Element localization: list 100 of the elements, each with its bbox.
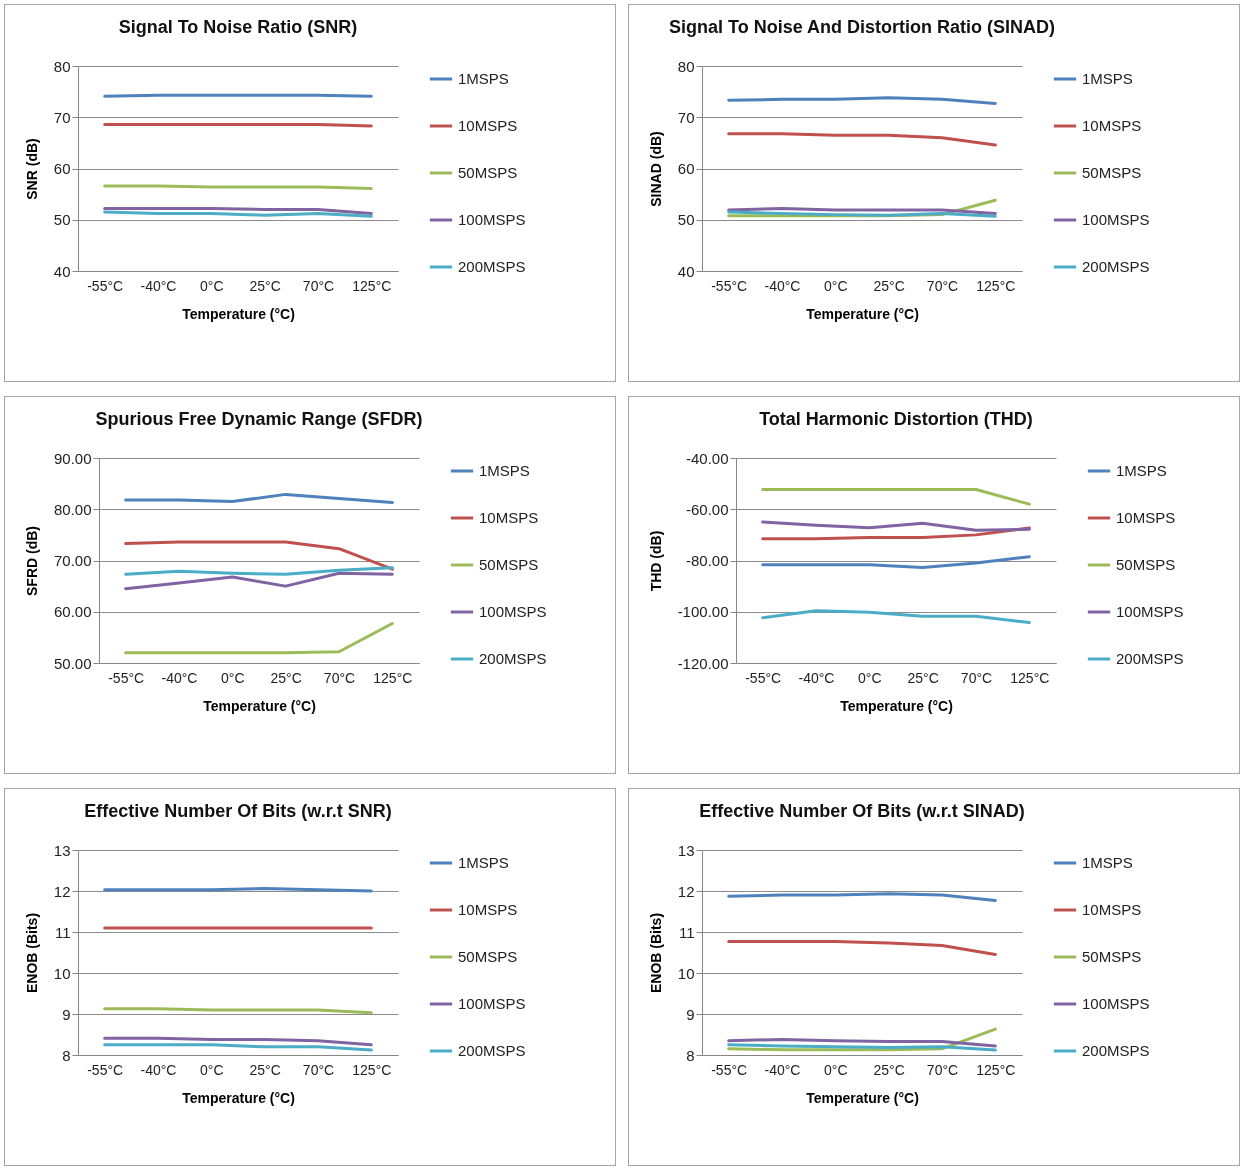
y-tick-label: 60	[53, 160, 71, 177]
legend-label: 100MSPS	[1082, 211, 1150, 228]
y-axis-title: SFRD (dB)	[23, 526, 40, 596]
chart-title: Effective Number Of Bits (w.r.t SINAD)	[699, 801, 1025, 821]
y-tick-label: 8	[62, 1046, 71, 1064]
x-axis-title: Temperature (°C)	[806, 1089, 919, 1106]
y-tick-label: -80.00	[685, 552, 729, 569]
legend-label: 10MSPS	[1116, 509, 1176, 526]
y-tick-label: -60.00	[685, 500, 729, 518]
legend-label: 100MSPS	[458, 211, 526, 228]
y-tick-label: 80.00	[53, 500, 92, 518]
x-tick-label: 25°C	[873, 1061, 905, 1078]
legend-label: 1MSPS	[458, 70, 509, 87]
x-tick-label: -55°C	[87, 1061, 124, 1078]
legend-label: 1MSPS	[1082, 70, 1133, 87]
chart-title: Spurious Free Dynamic Range (SFDR)	[95, 409, 423, 429]
legend-label: 200MSPS	[458, 1042, 526, 1059]
x-tick-label: 0°C	[824, 1061, 848, 1078]
x-axis-title: Temperature (°C)	[182, 1089, 295, 1106]
x-tick-label: 70°C	[926, 1061, 959, 1078]
x-tick-label: 125°C	[352, 1061, 392, 1078]
x-tick-label: 70°C	[323, 669, 356, 686]
y-tick-label: 60.00	[53, 603, 92, 621]
y-axis-title: ENOB (Bits)	[647, 912, 664, 994]
x-axis-title: Temperature (°C)	[840, 697, 953, 714]
y-axis-title: SNR (dB)	[23, 138, 40, 200]
x-tick-label: -55°C	[108, 669, 145, 686]
legend-label: 50MSPS	[458, 948, 518, 965]
y-tick-label: 50	[677, 211, 695, 229]
y-axis-title: SINAD (dB)	[647, 131, 664, 207]
y-tick-label: -40.00	[685, 449, 729, 467]
x-axis-title: Temperature (°C)	[806, 305, 919, 322]
x-tick-label: 125°C	[1010, 669, 1050, 686]
y-tick-label: 90.00	[53, 449, 92, 467]
legend-label: 200MSPS	[479, 650, 547, 667]
x-tick-label: 70°C	[960, 669, 993, 686]
y-tick-label: 13	[53, 841, 71, 859]
legend-label: 200MSPS	[1116, 650, 1184, 667]
x-axis-title: Temperature (°C)	[182, 305, 295, 322]
legend-label: 10MSPS	[1082, 117, 1142, 134]
x-axis-title: Temperature (°C)	[203, 697, 316, 714]
legend-label: 50MSPS	[458, 164, 518, 181]
chart-title: Effective Number Of Bits (w.r.t SNR)	[84, 801, 392, 821]
y-tick-label: 70	[53, 108, 71, 126]
y-tick-label: 12	[677, 882, 695, 900]
y-tick-label: 40	[53, 262, 71, 280]
chart-title: Total Harmonic Distortion (THD)	[759, 409, 1033, 429]
x-tick-label: 0°C	[221, 669, 245, 686]
legend-label: 10MSPS	[479, 509, 539, 526]
legend-label: 1MSPS	[458, 854, 509, 871]
legend-label: 1MSPS	[1082, 854, 1133, 871]
legend-label: 200MSPS	[1082, 258, 1150, 275]
x-tick-label: 0°C	[200, 1061, 224, 1078]
x-tick-label: 0°C	[200, 277, 224, 294]
x-tick-label: -40°C	[764, 277, 801, 294]
legend-label: 50MSPS	[1116, 556, 1176, 573]
y-tick-label: 80	[53, 57, 71, 75]
x-tick-label: 25°C	[907, 669, 939, 686]
y-tick-label: 10	[677, 964, 695, 982]
x-tick-label: 70°C	[302, 277, 335, 294]
x-tick-label: -55°C	[745, 669, 782, 686]
x-tick-label: 125°C	[373, 669, 413, 686]
chart-title: Signal To Noise Ratio (SNR)	[118, 17, 358, 37]
y-tick-label: 9	[62, 1005, 71, 1023]
x-tick-label: -40°C	[764, 1061, 801, 1078]
x-tick-label: -55°C	[711, 277, 748, 294]
x-tick-label: 125°C	[352, 277, 392, 294]
x-tick-label: 125°C	[976, 1061, 1016, 1078]
y-tick-label: 10	[53, 964, 71, 982]
x-tick-label: 125°C	[976, 277, 1016, 294]
legend-label: 100MSPS	[1116, 603, 1184, 620]
x-tick-label: 25°C	[249, 277, 281, 294]
legend-label: 100MSPS	[458, 995, 526, 1012]
x-tick-label: 70°C	[302, 1061, 335, 1078]
x-tick-label: 25°C	[270, 669, 302, 686]
legend-label: 50MSPS	[1082, 948, 1142, 965]
x-tick-label: 25°C	[873, 277, 905, 294]
legend-label: 50MSPS	[1082, 164, 1142, 181]
x-tick-label: -40°C	[140, 1061, 177, 1078]
x-tick-label: 0°C	[858, 669, 882, 686]
x-tick-label: 25°C	[249, 1061, 281, 1078]
chart-title: Signal To Noise And Distortion Ratio (SINAD)	[669, 17, 1055, 37]
y-axis-title: THD (dB)	[647, 530, 664, 592]
y-tick-label: 11	[678, 923, 695, 941]
x-tick-label: -40°C	[798, 669, 835, 686]
y-axis-title: ENOB (Bits)	[23, 912, 40, 994]
legend-label: 100MSPS	[1082, 995, 1150, 1012]
y-tick-label: 40	[677, 262, 695, 280]
legend-label: 1MSPS	[1116, 462, 1167, 479]
y-tick-label: 9	[686, 1005, 695, 1023]
y-tick-label: -120.00	[677, 654, 729, 672]
y-tick-label: 70	[677, 108, 695, 126]
x-tick-label: -55°C	[87, 277, 124, 294]
x-tick-label: 70°C	[926, 277, 959, 294]
legend-label: 200MSPS	[458, 258, 526, 275]
x-tick-label: -40°C	[161, 669, 198, 686]
legend-label: 200MSPS	[1082, 1042, 1150, 1059]
y-tick-label: 80	[677, 57, 695, 75]
y-tick-label: 70.00	[53, 552, 92, 569]
legend-label: 10MSPS	[458, 117, 518, 134]
